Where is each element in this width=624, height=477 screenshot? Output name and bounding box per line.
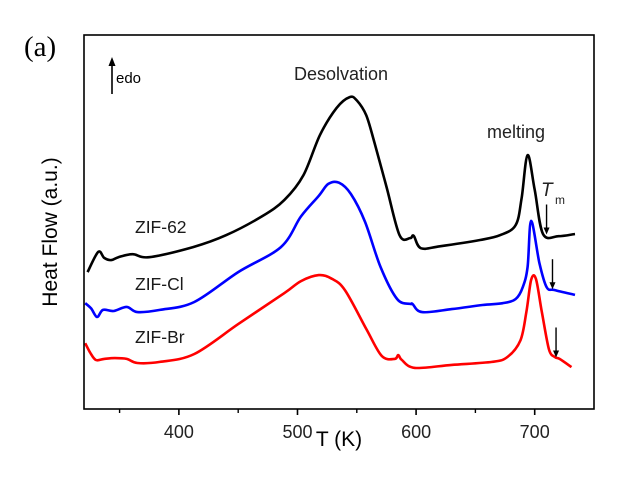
tm-arrow-icon [553, 327, 560, 358]
series-line-zif-br [84, 273, 573, 370]
tm-markers [543, 204, 560, 358]
x-tick-label: 400 [164, 422, 194, 442]
endo-arrow-icon [108, 57, 116, 94]
x-tick-label: 700 [520, 422, 550, 442]
tm-symbol: T [541, 180, 554, 201]
desolvation-annotation: Desolvation [294, 64, 388, 84]
series-label-zif-br: ZIF-Br [135, 327, 185, 347]
tm-arrow-icon [543, 204, 550, 235]
x-tick-label: 500 [282, 422, 312, 442]
tm-subscript: m [555, 193, 565, 207]
panel-label: (a) [24, 31, 56, 63]
series-label-zif-62: ZIF-62 [135, 217, 187, 237]
melting-annotation: melting [487, 122, 545, 142]
x-tick-label: 600 [401, 422, 431, 442]
endo-label: edo [116, 70, 141, 87]
series-layer [84, 95, 576, 370]
series-line-zif-cl [84, 180, 576, 319]
plot-frame [83, 34, 595, 410]
y-axis-label: Heat Flow (a.u.) [39, 157, 62, 306]
x-ticks: 400 500 600 700 [118, 409, 550, 442]
tm-arrow-icon [549, 259, 556, 290]
x-axis-label: T (K) [316, 428, 362, 451]
series-line-zif-62 [86, 95, 576, 273]
series-label-zif-cl: ZIF-Cl [135, 274, 184, 294]
